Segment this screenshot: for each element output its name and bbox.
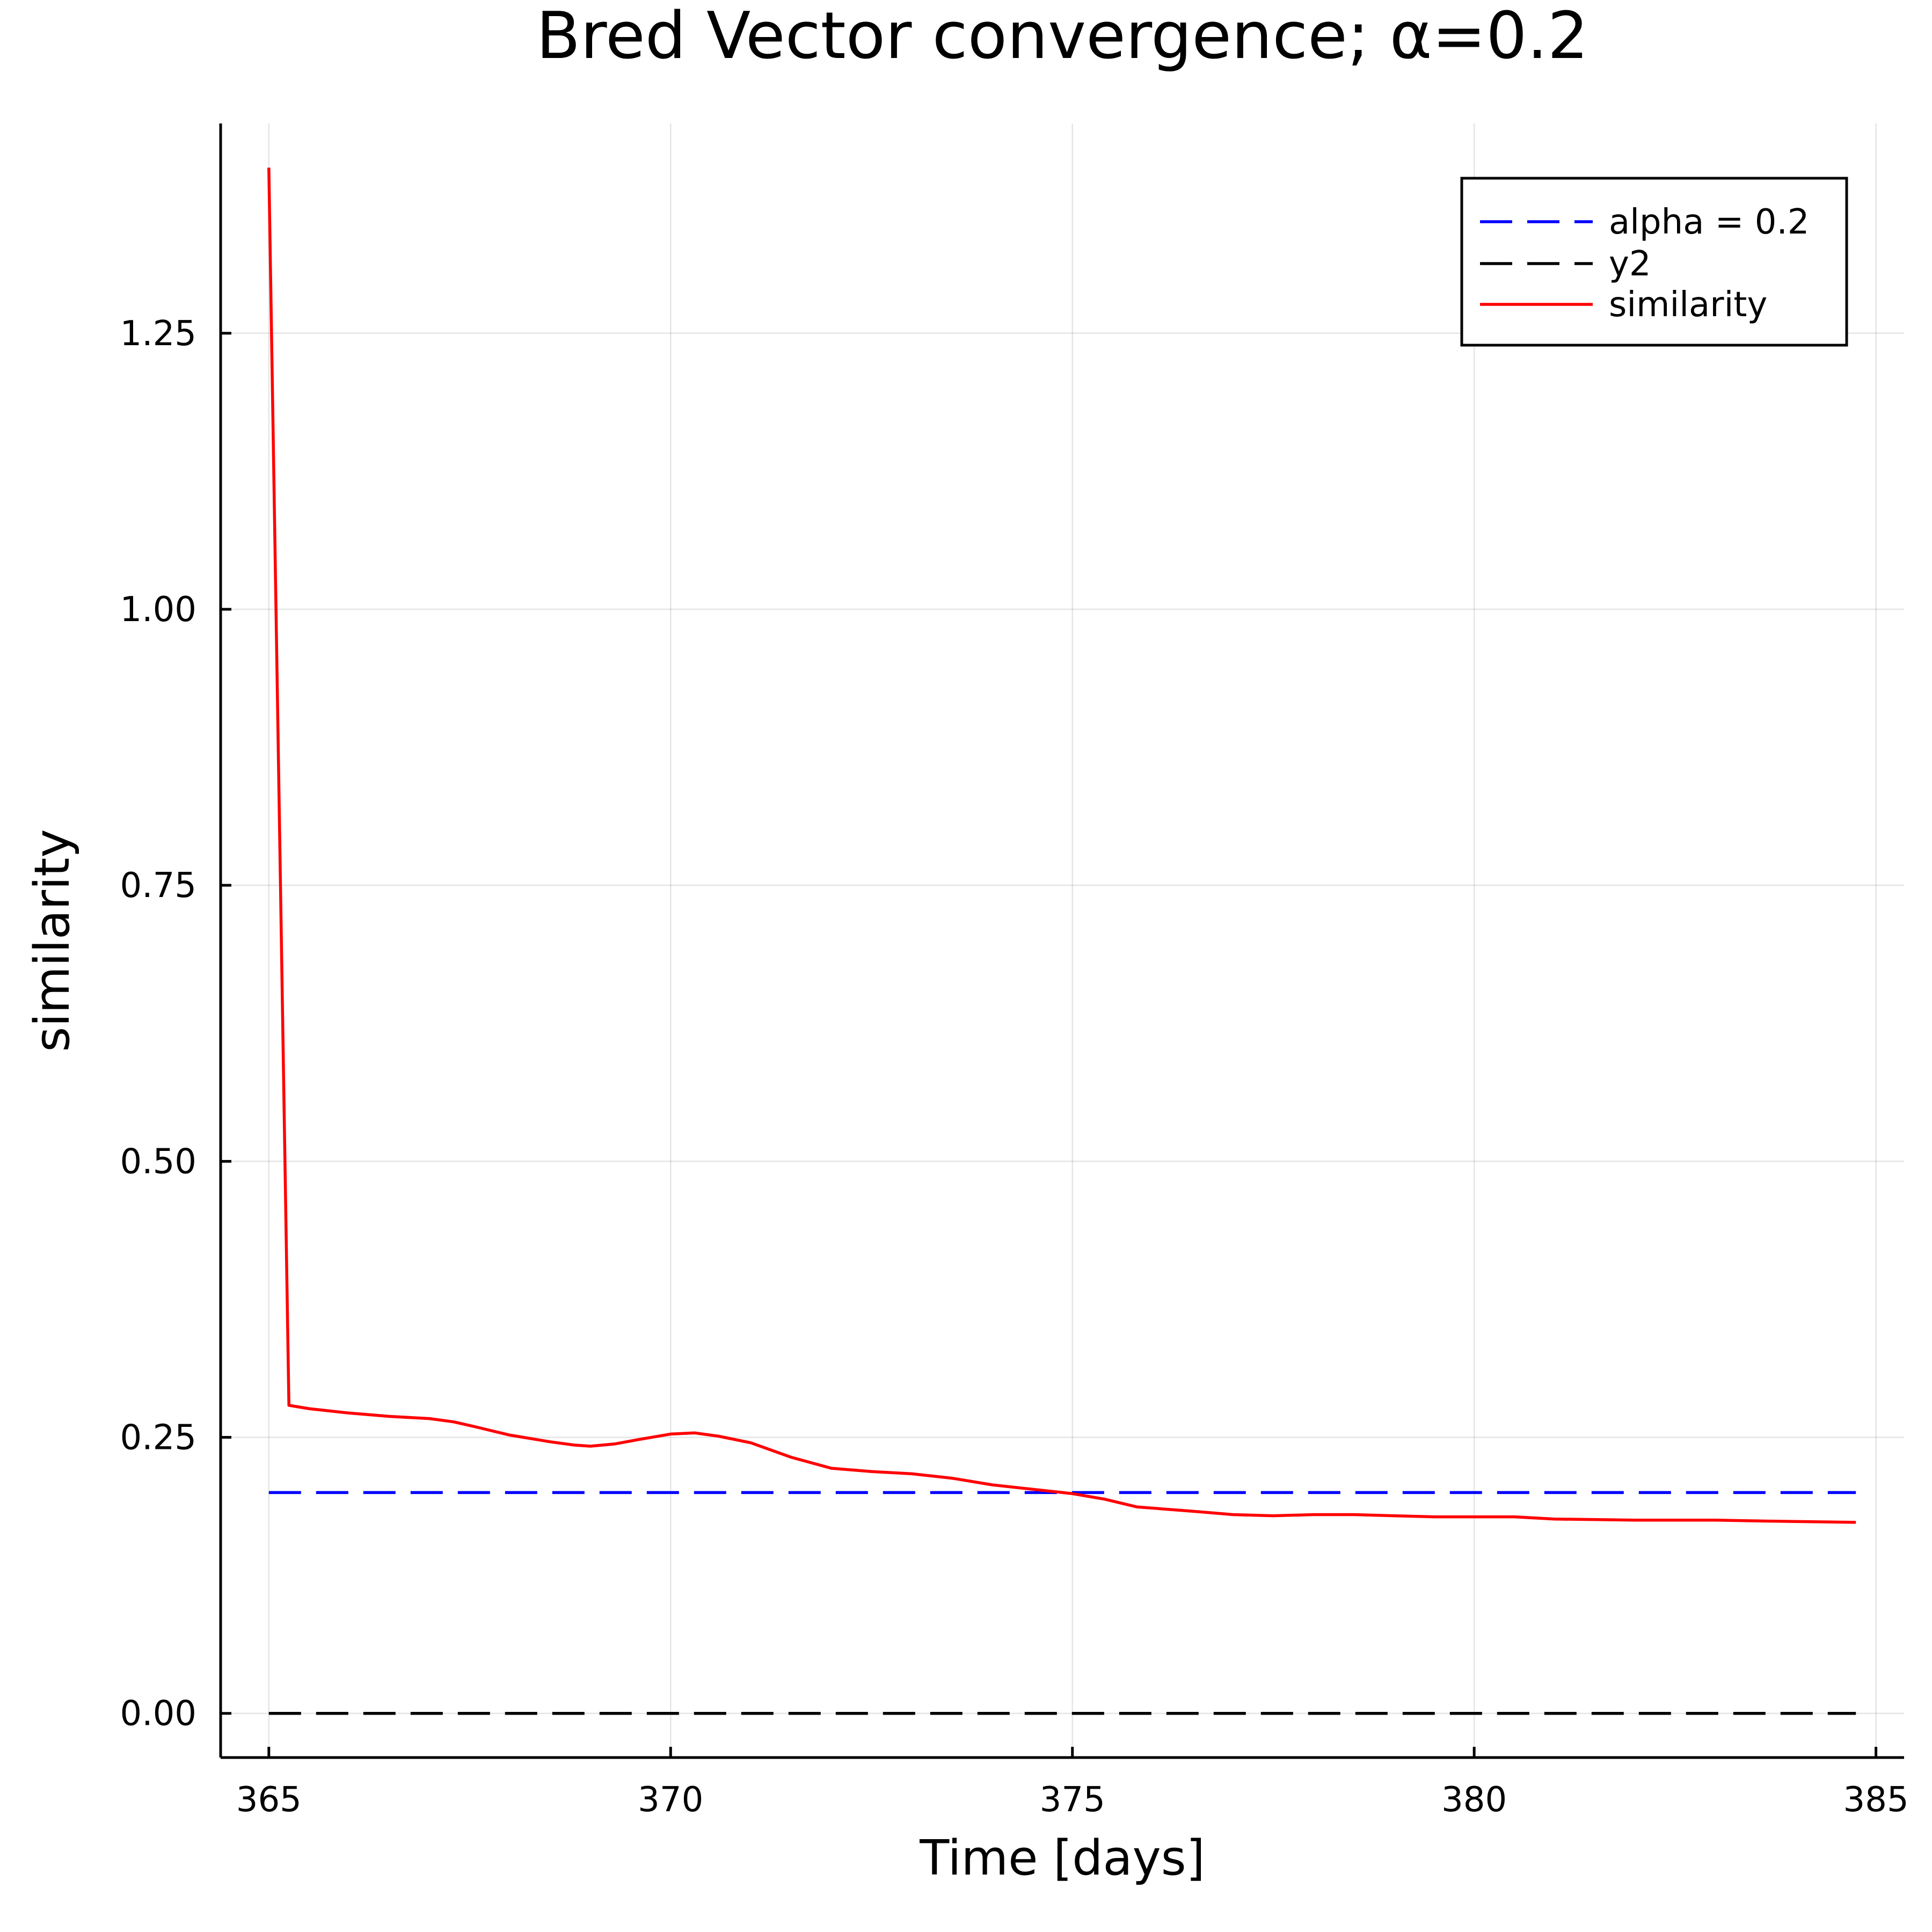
y-tick-label: 0.00 xyxy=(120,1694,197,1734)
legend-label-similarity: similarity xyxy=(1609,285,1767,325)
x-tick-label: 385 xyxy=(1843,1780,1909,1820)
series-similarity-line xyxy=(267,167,1856,1524)
y-tick-label: 0.50 xyxy=(120,1142,197,1182)
legend: alpha = 0.2 y2 similarity xyxy=(1460,177,1848,347)
y-tick-label: 1.00 xyxy=(120,590,197,630)
x-tick-label: 380 xyxy=(1441,1780,1507,1820)
axis-ticks: 365 370 375 380 385 0.00 0.25 0.50 0.75 1.00 1.25 xyxy=(120,314,1909,1820)
x-tick-label: 370 xyxy=(638,1780,703,1820)
y-tick-label: 1.25 xyxy=(120,314,197,354)
series-layer xyxy=(267,167,1856,1715)
legend-label-alpha: alpha = 0.2 xyxy=(1609,202,1810,242)
grid-lines xyxy=(221,123,1904,1758)
x-tick-label: 375 xyxy=(1040,1780,1105,1820)
legend-label-y2: y2 xyxy=(1609,244,1651,284)
axes xyxy=(219,123,1904,1759)
x-axis-label: Time [days] xyxy=(919,1830,1205,1886)
chart-title: Bred Vector convergence; α=0.2 xyxy=(536,0,1588,74)
y-tick-label: 0.75 xyxy=(120,866,197,906)
y-axis-label: similarity xyxy=(24,829,81,1052)
legend-box xyxy=(1460,177,1848,347)
x-tick-label: 365 xyxy=(236,1780,302,1820)
y-tick-label: 0.25 xyxy=(120,1418,197,1458)
